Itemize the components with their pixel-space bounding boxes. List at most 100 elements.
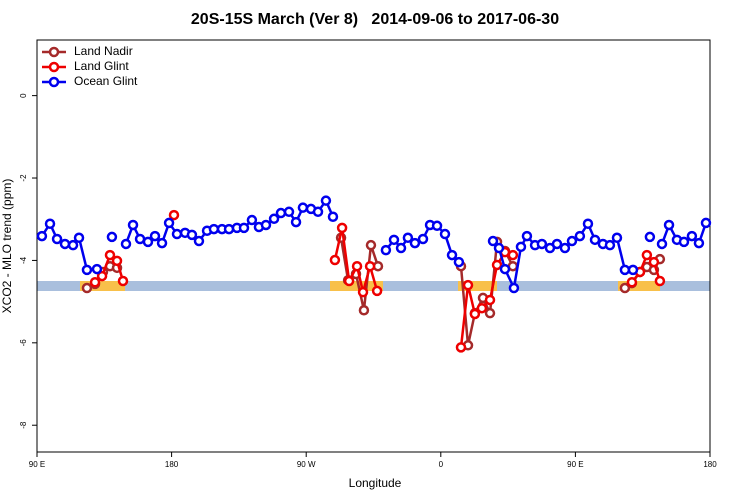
- point: [446, 249, 458, 261]
- point: [409, 237, 421, 249]
- point: [343, 275, 355, 287]
- point: [566, 235, 578, 247]
- point: [508, 282, 520, 294]
- point: [371, 285, 383, 297]
- point: [127, 219, 139, 231]
- y-tick-label: -8: [19, 421, 28, 429]
- point: [487, 235, 499, 247]
- point: [357, 286, 369, 298]
- point: [223, 223, 235, 235]
- point: [476, 302, 488, 314]
- point: [186, 229, 198, 241]
- point: [574, 230, 586, 242]
- point: [589, 234, 601, 246]
- point: [327, 211, 339, 222]
- point: [168, 209, 180, 221]
- point: [507, 249, 519, 261]
- point: [402, 232, 414, 244]
- point: [431, 220, 443, 232]
- x-axis-label: Longitude: [349, 476, 402, 490]
- surface-mask: [37, 281, 710, 291]
- point: [484, 294, 496, 306]
- point: [163, 217, 175, 229]
- x-tick-label: 0: [439, 460, 444, 469]
- point: [81, 264, 93, 276]
- point: [297, 202, 309, 213]
- point: [106, 231, 118, 243]
- point: [453, 256, 465, 268]
- point: [96, 270, 108, 282]
- point: [142, 236, 154, 248]
- chart-title: 20S-15S March (Ver 8) 2014-09-06 to 2017…: [191, 11, 559, 28]
- point: [336, 222, 348, 234]
- legend-marker: [48, 46, 60, 58]
- point: [627, 264, 639, 276]
- legend-label: Ocean Glint: [74, 74, 138, 88]
- x-tick-label: 90 E: [29, 460, 45, 469]
- point: [171, 228, 183, 240]
- point: [619, 264, 631, 276]
- point: [51, 233, 63, 245]
- legend-label: Land Nadir: [74, 44, 133, 58]
- point: [551, 238, 563, 250]
- y-tick-label: -2: [19, 174, 28, 182]
- point: [111, 255, 123, 267]
- point: [656, 238, 668, 250]
- point: [626, 277, 638, 288]
- point: [358, 305, 370, 316]
- point: [641, 249, 653, 261]
- land-strip: [618, 281, 660, 291]
- point: [536, 238, 548, 250]
- point: [193, 235, 205, 247]
- point: [521, 230, 533, 242]
- point: [351, 260, 363, 272]
- legend-label: Land Glint: [74, 59, 129, 73]
- land-strip: [458, 281, 497, 291]
- point: [619, 282, 631, 294]
- point: [104, 249, 116, 261]
- point: [268, 213, 280, 225]
- point: [275, 207, 287, 219]
- y-axis-label: XCO2 - MLO trend (ppm): [0, 179, 14, 314]
- point: [654, 275, 666, 287]
- land-strip: [80, 281, 125, 291]
- point: [439, 228, 451, 240]
- point: [455, 342, 467, 353]
- legend-marker: [48, 76, 60, 88]
- point: [582, 218, 594, 230]
- point: [329, 254, 341, 266]
- point: [663, 219, 675, 231]
- point: [462, 279, 474, 291]
- point: [686, 230, 698, 242]
- point: [678, 236, 690, 248]
- point: [559, 242, 571, 254]
- point: [290, 216, 302, 228]
- point: [89, 277, 101, 288]
- point: [365, 239, 377, 251]
- point: [73, 232, 85, 244]
- point: [91, 263, 103, 275]
- point: [81, 282, 93, 294]
- point: [700, 217, 712, 229]
- legend-marker: [48, 61, 60, 73]
- point: [320, 195, 332, 206]
- point: [648, 256, 660, 268]
- point: [208, 223, 220, 235]
- point: [395, 242, 407, 254]
- x-tick-label: 90 W: [297, 460, 316, 469]
- point: [117, 275, 129, 287]
- point: [59, 238, 71, 250]
- point: [491, 259, 503, 271]
- land-strip: [330, 281, 383, 291]
- point: [120, 238, 132, 250]
- point: [611, 232, 623, 244]
- plot-frame: [36, 39, 711, 453]
- point: [604, 239, 616, 251]
- point: [44, 218, 56, 230]
- point: [644, 231, 656, 243]
- point: [260, 219, 272, 231]
- point: [693, 237, 705, 249]
- point: [499, 263, 511, 275]
- point: [238, 222, 250, 234]
